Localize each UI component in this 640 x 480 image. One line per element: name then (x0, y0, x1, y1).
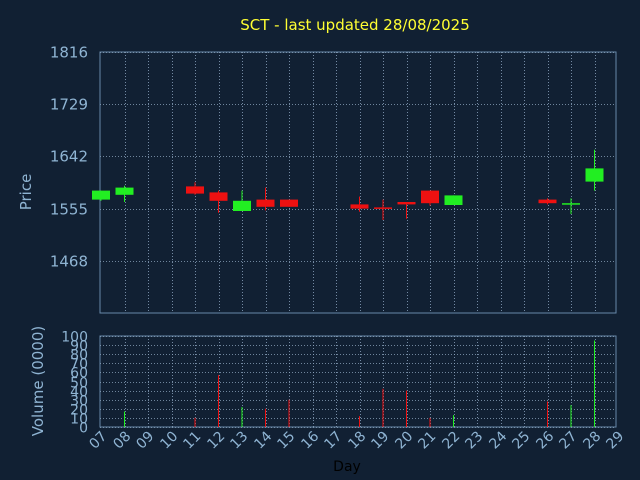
candle-body (209, 192, 228, 201)
day-tick-label: 26 (533, 428, 557, 452)
volume-tick-label: 10 (70, 412, 88, 428)
volume-tick-label: 40 (70, 385, 88, 401)
candle (538, 198, 557, 205)
day-tick-label: 07 (86, 429, 110, 453)
candle (92, 190, 110, 201)
candle-body (350, 204, 369, 209)
candle-body (397, 202, 416, 205)
candle-body (421, 190, 439, 204)
candle (421, 190, 439, 206)
price-tick-label: 1468 (50, 253, 88, 271)
volume-tick-label: 60 (70, 366, 88, 382)
day-tick-labels: 07 08 09 10 11 12 13 14 15 16 17 18 19 20 21 22 23 24 25 26… (86, 428, 627, 452)
candle (585, 149, 604, 191)
volume-axis-label: Volume (0000) (29, 326, 47, 436)
price-tick-label: 1642 (50, 148, 88, 166)
day-tick-label: 20 (392, 429, 416, 453)
candle-body (92, 190, 110, 200)
candle-body (562, 203, 580, 205)
day-tick-label: 23 (462, 429, 486, 453)
candle-body (233, 200, 251, 211)
candle (186, 182, 204, 195)
candle-body (585, 168, 604, 182)
day-tick-label: 16 (298, 428, 322, 452)
candle (256, 187, 275, 211)
day-tick-label: 10 (157, 429, 181, 453)
chart-title: SCT - last updated 28/08/2025 (240, 16, 470, 34)
candle (444, 195, 463, 205)
day-tick-label: 14 (251, 428, 275, 452)
x-axis-label: Day (333, 459, 361, 475)
candle-body (115, 187, 134, 195)
candle-body (280, 199, 298, 207)
day-tick-label: 12 (204, 429, 228, 453)
candle-body (186, 186, 204, 194)
day-tick-label: 19 (368, 429, 392, 453)
candle (115, 185, 134, 202)
day-tick-label: 11 (180, 429, 204, 453)
day-tick-label: 28 (580, 429, 604, 453)
volume-tick-label: 70 (70, 357, 88, 373)
price-tick-label: 1555 (50, 201, 88, 219)
candle (350, 196, 369, 212)
price-tick-label: 1729 (50, 96, 88, 114)
candle-body (444, 195, 463, 205)
price-gridlines (100, 52, 616, 262)
volume-tick-label: 100 (61, 330, 88, 346)
day-gridlines (125, 52, 596, 427)
candle (397, 202, 416, 219)
day-tick-label: 24 (486, 428, 510, 452)
price-candles (92, 149, 604, 220)
day-tick-label: 17 (321, 429, 345, 453)
volume-tick-label: 50 (70, 376, 88, 392)
day-tick-label: 29 (603, 429, 627, 453)
volume-tick-label: 30 (70, 394, 88, 410)
day-tick-label: 15 (274, 429, 298, 453)
volume-bars (124, 340, 595, 427)
day-tick-label: 21 (415, 429, 439, 453)
volume-panel-frame (99, 335, 617, 428)
day-tick-label: 27 (556, 429, 580, 453)
candle (233, 190, 251, 211)
candle (562, 198, 580, 214)
day-tick-label: 22 (439, 429, 463, 453)
day-tick-label: 25 (509, 429, 533, 453)
price-tick-labels: 1816 1729 1642 1555 1468 (50, 44, 88, 271)
day-tick-label: 13 (227, 429, 251, 453)
day-tick-label: 09 (133, 429, 157, 453)
candle-body (256, 199, 275, 207)
volume-gridlines (100, 336, 616, 428)
day-tick-label: 08 (110, 429, 134, 453)
price-panel-frame (99, 51, 617, 314)
candle-body (374, 207, 392, 209)
candle (209, 190, 228, 213)
candle (374, 199, 392, 220)
price-tick-label: 1816 (50, 44, 88, 62)
volume-tick-label: 0 (79, 421, 88, 437)
price-axis-label: Price (17, 174, 35, 211)
volume-tick-label: 80 (70, 348, 88, 364)
volume-tick-label: 20 (70, 403, 88, 419)
volume-tick-label: 90 (70, 339, 88, 355)
candle-body (538, 199, 557, 204)
candle (280, 199, 298, 207)
day-tick-label: 18 (345, 429, 369, 453)
